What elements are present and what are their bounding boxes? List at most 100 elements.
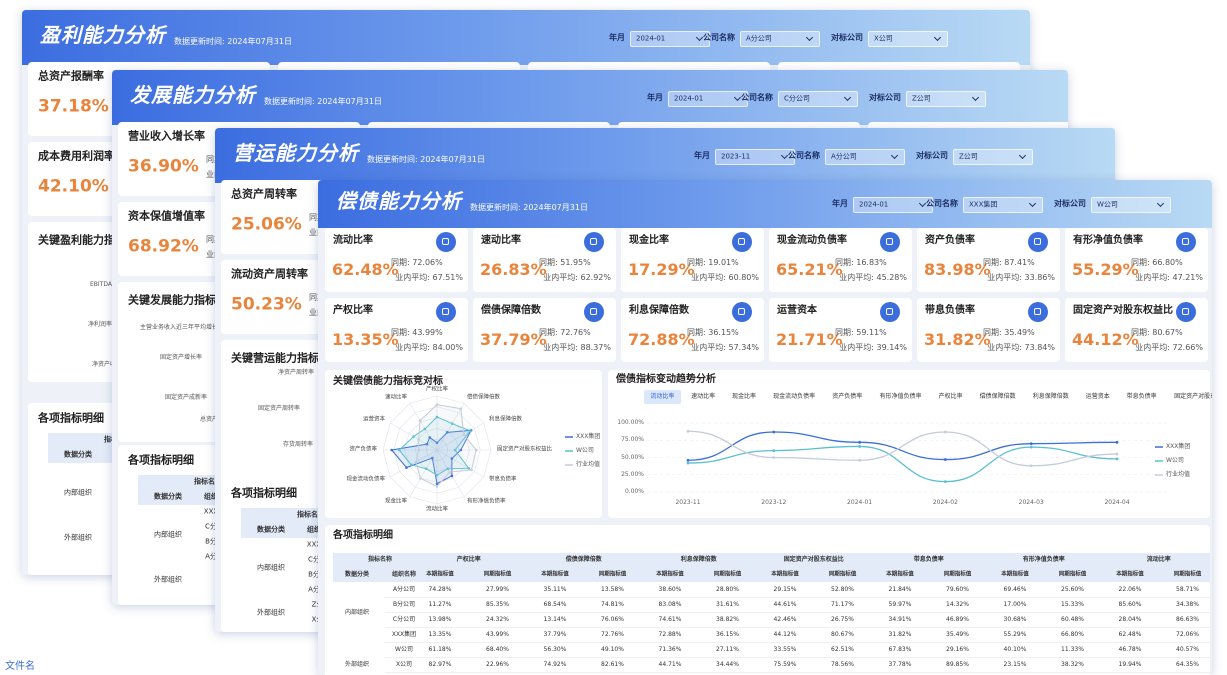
card-title: 固定资产对股东权益比 bbox=[1073, 305, 1173, 316]
filter-value[interactable]: Z公司 bbox=[912, 94, 931, 102]
filter-select[interactable]: 2023-11 bbox=[715, 148, 795, 165]
table-cell: 37.78% bbox=[888, 661, 912, 668]
filter-select[interactable]: 2024-01 bbox=[668, 90, 748, 107]
filter-value[interactable]: Z公司 bbox=[959, 152, 978, 160]
group-name: 外部组织 bbox=[257, 608, 285, 616]
filter-select[interactable]: Z公司 bbox=[906, 90, 986, 107]
tab[interactable]: 资产负债率 bbox=[832, 393, 863, 400]
filter-value[interactable]: 2024-01 bbox=[636, 34, 666, 42]
radar-spoke bbox=[409, 403, 438, 451]
kpi-card: 现金比率 17.29% 同期: 19.01% 业内平均: 60.80% bbox=[621, 228, 764, 292]
tab[interactable]: 利息保障倍数 bbox=[1032, 393, 1069, 400]
table-head: 数据分类 bbox=[344, 571, 370, 578]
table-cell: 89.85% bbox=[946, 661, 969, 668]
legend-label: XXX集团 bbox=[1166, 443, 1191, 450]
filter-select[interactable]: A分公司 bbox=[740, 30, 820, 47]
card-icon bbox=[1176, 232, 1196, 252]
table-cell: 66.80% bbox=[1061, 631, 1084, 638]
table-cell: 21.84% bbox=[888, 586, 912, 593]
kpi-card: 流动比率 62.48% 同期: 72.06% 业内平均: 67.51% bbox=[325, 228, 468, 292]
filter-value[interactable]: X公司 bbox=[874, 34, 893, 42]
table-cell: 35.11% bbox=[543, 586, 567, 593]
radar-label: 固定资产成新率 bbox=[165, 394, 208, 401]
table-cell: 13.35% bbox=[428, 631, 452, 638]
radar-point bbox=[405, 466, 408, 469]
tab[interactable]: 产权比率 bbox=[938, 393, 963, 400]
group-name: 内部组织 bbox=[344, 608, 370, 616]
section-title: 各项指标明细 bbox=[333, 530, 393, 541]
kpi-card: 速动比率 26.83% 同期: 51.95% 业内平均: 62.92% bbox=[473, 228, 616, 292]
filter-label: 年月 bbox=[694, 150, 710, 160]
page-title: 发展能力分析 bbox=[130, 82, 256, 107]
card-yoy: 同期: 66.80% bbox=[1131, 258, 1183, 267]
icon-glyph bbox=[590, 238, 597, 245]
dashboard-panel: 偿债能力分析 数据更新时间: 2024年07月31日 年月 2024-01 公司名称 XX… bbox=[318, 180, 1212, 675]
card-avg: 业内平均: 60.80% bbox=[691, 273, 759, 282]
filter-value[interactable]: 2023-11 bbox=[721, 152, 751, 160]
radar-point bbox=[423, 427, 427, 431]
table-head: 本期指标值 bbox=[771, 571, 799, 578]
file-name[interactable]: 文件名 bbox=[5, 661, 35, 672]
tab[interactable]: 流动比率 bbox=[650, 393, 675, 400]
table-cell: 76.06% bbox=[601, 616, 624, 623]
line-point bbox=[686, 429, 690, 433]
line-point bbox=[858, 458, 861, 462]
table-cell: 82.61% bbox=[601, 661, 624, 668]
radar-spoke bbox=[436, 403, 465, 451]
x-tick-label: 2023-12 bbox=[761, 499, 787, 506]
kpi-card: 运营资本 21.71% 同期: 59.11% 业内平均: 39.14% bbox=[769, 298, 912, 362]
filter-select[interactable]: W公司 bbox=[1091, 197, 1171, 213]
tab[interactable]: 带息负债率 bbox=[1126, 393, 1157, 400]
row-rule bbox=[385, 672, 1210, 673]
legend-label: 行业均值 bbox=[1166, 471, 1191, 478]
filter-value[interactable]: 2024-01 bbox=[859, 200, 889, 209]
filter-value[interactable]: C分公司 bbox=[784, 94, 810, 102]
section-title: 关键偿债能力指标竞对标 bbox=[333, 376, 443, 387]
radar-point bbox=[418, 419, 422, 422]
icon-glyph bbox=[1034, 238, 1041, 245]
filter-value[interactable]: 2024-01 bbox=[674, 94, 704, 102]
tab[interactable]: 现金比率 bbox=[731, 393, 757, 400]
card-value: 62.48% bbox=[332, 260, 399, 279]
table-cell: 44.12% bbox=[773, 631, 797, 638]
org-name: A分公司 bbox=[392, 586, 416, 593]
tab[interactable]: 偿债保障倍数 bbox=[979, 393, 1016, 400]
radar-point bbox=[435, 403, 439, 406]
filter-select[interactable]: 2024-01 bbox=[853, 197, 933, 213]
radar-label: 存货周转率 bbox=[283, 441, 314, 448]
tab[interactable]: 速动比率 bbox=[691, 393, 716, 400]
table-cell: 75.59% bbox=[773, 661, 797, 668]
line-point bbox=[944, 430, 947, 434]
table-cell: 49.10% bbox=[601, 646, 624, 653]
filter-select[interactable]: XXX集团 bbox=[963, 197, 1043, 213]
tab[interactable]: 有形净值负债率 bbox=[879, 393, 922, 400]
tab[interactable]: 现金流动负债率 bbox=[773, 393, 816, 400]
filter-value[interactable]: A分公司 bbox=[831, 152, 857, 160]
table-cell: 56.30% bbox=[543, 646, 567, 653]
filter-select[interactable]: A分公司 bbox=[825, 148, 905, 165]
page-title: 偿债能力分析 bbox=[336, 189, 462, 213]
filter-value[interactable]: A分公司 bbox=[746, 34, 772, 42]
filter-select[interactable]: C分公司 bbox=[778, 90, 858, 107]
filter-select[interactable]: 2024-01 bbox=[630, 30, 710, 47]
filter-label: 年月 bbox=[647, 92, 663, 102]
group-name: 外部组织 bbox=[344, 661, 370, 668]
radar-point bbox=[428, 436, 432, 439]
card-title: 速动比率 bbox=[481, 235, 521, 246]
line-chart bbox=[648, 422, 1168, 493]
filter-select[interactable]: Z公司 bbox=[953, 148, 1033, 165]
card-value: 55.29% bbox=[1072, 260, 1139, 279]
filter-label: 年月 bbox=[832, 199, 848, 208]
table-cell: 37.79% bbox=[543, 631, 567, 638]
tab[interactable]: 运营资本 bbox=[1085, 393, 1110, 400]
filter-select[interactable]: X公司 bbox=[868, 30, 948, 47]
card-icon bbox=[436, 302, 456, 322]
tab[interactable]: 固定资产对股东权益比 bbox=[1174, 393, 1212, 400]
table-head: 本期指标值 bbox=[656, 571, 684, 578]
filter-value[interactable]: W公司 bbox=[1097, 200, 1118, 209]
card-value: 37.18% bbox=[38, 96, 109, 117]
filter-value[interactable]: XXX集团 bbox=[969, 200, 998, 209]
radar-point bbox=[459, 407, 463, 410]
y-tick-label: 25.00% bbox=[621, 470, 644, 478]
table-cell: 11.27% bbox=[428, 601, 452, 608]
